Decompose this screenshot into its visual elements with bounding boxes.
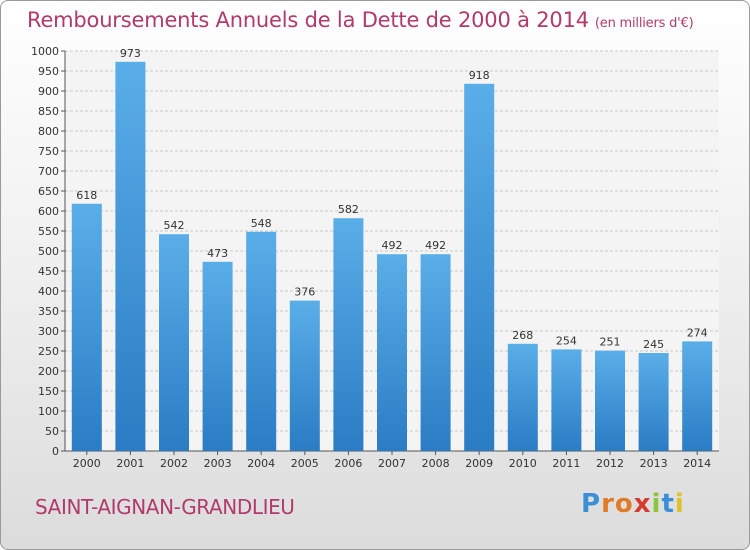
logo-letter: P xyxy=(581,489,602,519)
data-label-2003: 473 xyxy=(207,247,228,260)
y-tick-label: 0 xyxy=(52,445,59,458)
y-tick-label: 400 xyxy=(38,285,59,298)
y-tick-label: 150 xyxy=(38,385,59,398)
chart-title: Remboursements Annuels de la Dette de 20… xyxy=(27,8,694,32)
data-label-2001: 973 xyxy=(120,47,141,60)
data-label-2006: 582 xyxy=(338,203,359,216)
y-tick-label: 850 xyxy=(38,105,59,118)
bar-2014 xyxy=(682,341,713,451)
y-tick-label: 200 xyxy=(38,365,59,378)
y-tick-label: 600 xyxy=(38,205,59,218)
data-label-2014: 274 xyxy=(687,326,708,339)
y-tick-label: 300 xyxy=(38,325,59,338)
data-label-2004: 548 xyxy=(251,217,272,230)
y-tick-label: 950 xyxy=(38,65,59,78)
bar-2012 xyxy=(595,350,625,451)
data-label-2010: 268 xyxy=(512,329,533,342)
data-label-2000: 618 xyxy=(76,189,97,202)
x-tick-label-2005: 2005 xyxy=(291,457,319,470)
bar-2013 xyxy=(638,353,669,451)
x-tick-label-2004: 2004 xyxy=(247,457,275,470)
place-name: SAINT-AIGNAN-GRANDLIEU xyxy=(35,495,295,519)
x-tick-label-2003: 2003 xyxy=(204,457,232,470)
bar-2004 xyxy=(246,231,277,451)
y-tick-label: 1000 xyxy=(31,45,59,58)
data-label-2013: 245 xyxy=(643,338,664,351)
y-tick-label: 900 xyxy=(38,85,59,98)
x-tick-label-2001: 2001 xyxy=(116,457,144,470)
y-tick-label: 800 xyxy=(38,125,59,138)
bar-2000 xyxy=(71,203,102,451)
data-label-2011: 254 xyxy=(556,334,577,347)
x-tick-label-2013: 2013 xyxy=(640,457,668,470)
y-tick-label: 700 xyxy=(38,165,59,178)
x-tick-label-2014: 2014 xyxy=(683,457,711,470)
y-tick-label: 450 xyxy=(38,265,59,278)
y-tick-label: 550 xyxy=(38,225,59,238)
bar-2007 xyxy=(377,254,407,451)
logo-letter: i xyxy=(674,489,685,519)
x-tick-label-2006: 2006 xyxy=(334,457,362,470)
bar-2009 xyxy=(464,83,495,452)
x-tick-label-2009: 2009 xyxy=(465,457,493,470)
y-tick-label: 250 xyxy=(38,345,59,358)
data-label-2008: 492 xyxy=(425,239,446,252)
bar-2010 xyxy=(507,343,538,451)
data-label-2002: 542 xyxy=(164,219,185,232)
y-tick-label: 100 xyxy=(38,405,59,418)
y-tick-label: 350 xyxy=(38,305,59,318)
chart-subtitle: (en milliers d'€) xyxy=(594,16,694,31)
x-tick-label-2011: 2011 xyxy=(552,457,580,470)
y-tick-label: 50 xyxy=(45,425,59,438)
y-tick-label: 750 xyxy=(38,145,59,158)
logo-letter: o xyxy=(614,489,634,519)
x-tick-label-2008: 2008 xyxy=(422,457,450,470)
bar-2008 xyxy=(420,254,451,451)
data-label-2007: 492 xyxy=(382,239,403,252)
data-label-2005: 376 xyxy=(294,286,315,299)
x-tick-label-2002: 2002 xyxy=(160,457,188,470)
bar-2001 xyxy=(115,61,146,452)
x-tick-label-2010: 2010 xyxy=(509,457,537,470)
y-tick-label: 650 xyxy=(38,185,59,198)
bar-2002 xyxy=(159,234,189,451)
bar-2006 xyxy=(333,218,364,451)
data-label-2009: 918 xyxy=(469,69,490,82)
data-label-2012: 251 xyxy=(600,336,621,349)
chart-title-text: Remboursements Annuels de la Dette de 20… xyxy=(27,8,589,32)
bar-2011 xyxy=(551,349,582,451)
logo-letter: i xyxy=(651,489,662,519)
bar-2005 xyxy=(289,300,320,451)
x-tick-label-2000: 2000 xyxy=(73,457,101,470)
logo-letter: x xyxy=(633,489,652,519)
x-tick-label-2007: 2007 xyxy=(378,457,406,470)
logo-letter: t xyxy=(661,489,675,519)
y-tick-label: 500 xyxy=(38,245,59,258)
bar-2003 xyxy=(202,261,233,451)
logo-letter: r xyxy=(601,489,615,519)
x-tick-label-2012: 2012 xyxy=(596,457,624,470)
proxiti-logo: Proxiti xyxy=(581,489,685,519)
